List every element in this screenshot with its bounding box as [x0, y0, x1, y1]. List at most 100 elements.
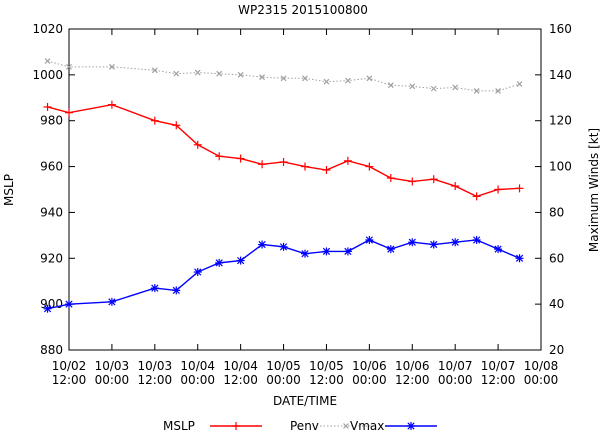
point-mslp: [236, 154, 245, 163]
point-penv: [495, 87, 502, 94]
point-vmax: [172, 286, 181, 295]
x-tick-label-time: 00:00: [524, 373, 559, 387]
point-vmax: [301, 249, 309, 258]
x-tick-label-date: 10/07: [481, 359, 516, 373]
point-mslp: [150, 116, 159, 125]
point-mslp: [172, 121, 181, 130]
x-tick-label-date: 10/05: [309, 359, 344, 373]
x-tick-label-time: 12:00: [52, 373, 87, 387]
point-penv: [173, 70, 180, 77]
x-tick-label-date: 10/03: [138, 359, 173, 373]
point-penv: [108, 63, 115, 70]
point-vmax: [494, 245, 503, 254]
point-vmax: [65, 300, 73, 309]
x-tick-label-time: 00:00: [95, 373, 130, 387]
point-vmax: [43, 304, 52, 313]
point-vmax: [279, 242, 288, 251]
point-vmax: [451, 238, 460, 247]
point-mslp: [65, 108, 73, 117]
point-vmax: [343, 247, 352, 256]
point-mslp: [472, 192, 481, 201]
y-left-tick-label: 1020: [32, 22, 63, 36]
chart-title: WP2315 2015100800: [238, 3, 368, 17]
point-vmax: [429, 240, 438, 249]
series-line-penv: [47, 60, 520, 92]
point-mslp: [343, 156, 352, 165]
point-penv: [302, 75, 308, 82]
point-penv: [259, 74, 266, 81]
legend-marker-penv: [343, 423, 349, 429]
point-penv: [366, 75, 373, 82]
x-tick-label-time: 12:00: [395, 373, 430, 387]
point-vmax: [365, 235, 374, 244]
x-tick-label-date: 10/06: [352, 359, 387, 373]
legend-label-penv: Penv: [290, 419, 319, 432]
point-penv: [323, 78, 330, 85]
y-left-tick-label: 960: [40, 160, 63, 174]
point-mslp: [107, 100, 116, 109]
point-mslp: [365, 162, 374, 171]
x-tick-label-date: 10/02: [52, 359, 87, 373]
point-vmax: [193, 268, 202, 277]
legend-label-mslp: MSLP: [163, 419, 195, 432]
point-penv: [237, 71, 244, 78]
point-mslp: [322, 166, 331, 175]
point-vmax: [215, 258, 224, 267]
y-left-tick-label: 1000: [32, 68, 63, 82]
point-penv: [44, 58, 51, 65]
legend-marker-vmax: [407, 422, 415, 430]
x-tick-label-time: 12:00: [223, 373, 258, 387]
point-penv: [216, 70, 223, 77]
y-right-tick-label: 20: [549, 343, 564, 357]
point-penv: [387, 82, 394, 89]
point-vmax: [386, 245, 395, 254]
point-penv: [409, 83, 416, 90]
point-vmax: [515, 254, 524, 263]
point-vmax: [408, 238, 417, 247]
point-mslp: [386, 174, 395, 183]
legend-marker-mslp: [232, 422, 240, 430]
x-tick-label-time: 00:00: [266, 373, 301, 387]
x-tick-label-time: 00:00: [438, 373, 473, 387]
point-penv: [430, 85, 437, 92]
point-mslp: [43, 102, 52, 111]
x-tick-label-date: 10/04: [223, 359, 258, 373]
x-tick-label-time: 00:00: [180, 373, 215, 387]
plot-frame: [68, 28, 542, 351]
x-tick-label-time: 12:00: [309, 373, 344, 387]
point-penv: [194, 69, 201, 76]
x-tick-label-date: 10/06: [395, 359, 430, 373]
y-right-tick-label: 160: [549, 22, 572, 36]
point-vmax: [107, 297, 116, 306]
point-vmax: [322, 247, 331, 256]
x-tick-label-time: 12:00: [138, 373, 173, 387]
x-axis-label: DATE/TIME: [273, 394, 337, 408]
x-axis: 10/0212:0010/0300:0010/0312:0010/0400:00…: [52, 29, 559, 387]
y-left-tick-label: 920: [40, 251, 63, 265]
point-vmax: [236, 256, 245, 265]
point-vmax: [258, 240, 267, 249]
y-right-tick-label: 140: [549, 68, 572, 82]
point-penv: [280, 75, 287, 82]
legend: MSLP Penv Vmax: [163, 419, 437, 432]
point-penv: [473, 87, 480, 94]
point-mslp: [494, 185, 503, 194]
y-right-tick-label: 100: [549, 160, 572, 174]
point-mslp: [279, 157, 288, 166]
x-tick-label-date: 10/03: [95, 359, 130, 373]
point-mslp: [408, 177, 417, 186]
point-mslp: [301, 162, 309, 171]
point-mslp: [451, 182, 460, 191]
point-penv: [66, 63, 72, 70]
point-mslp: [258, 160, 267, 169]
right-axis: 20 40 60 80 100 120 140 160: [535, 22, 572, 357]
y-left-tick-label: 940: [40, 205, 63, 219]
point-penv: [151, 67, 158, 74]
point-mslp: [515, 184, 524, 193]
point-penv: [452, 84, 459, 91]
point-mslp: [429, 175, 438, 184]
x-tick-label-date: 10/07: [438, 359, 473, 373]
y-left-tick-label: 980: [40, 114, 63, 128]
x-tick-label-date: 10/08: [524, 359, 559, 373]
